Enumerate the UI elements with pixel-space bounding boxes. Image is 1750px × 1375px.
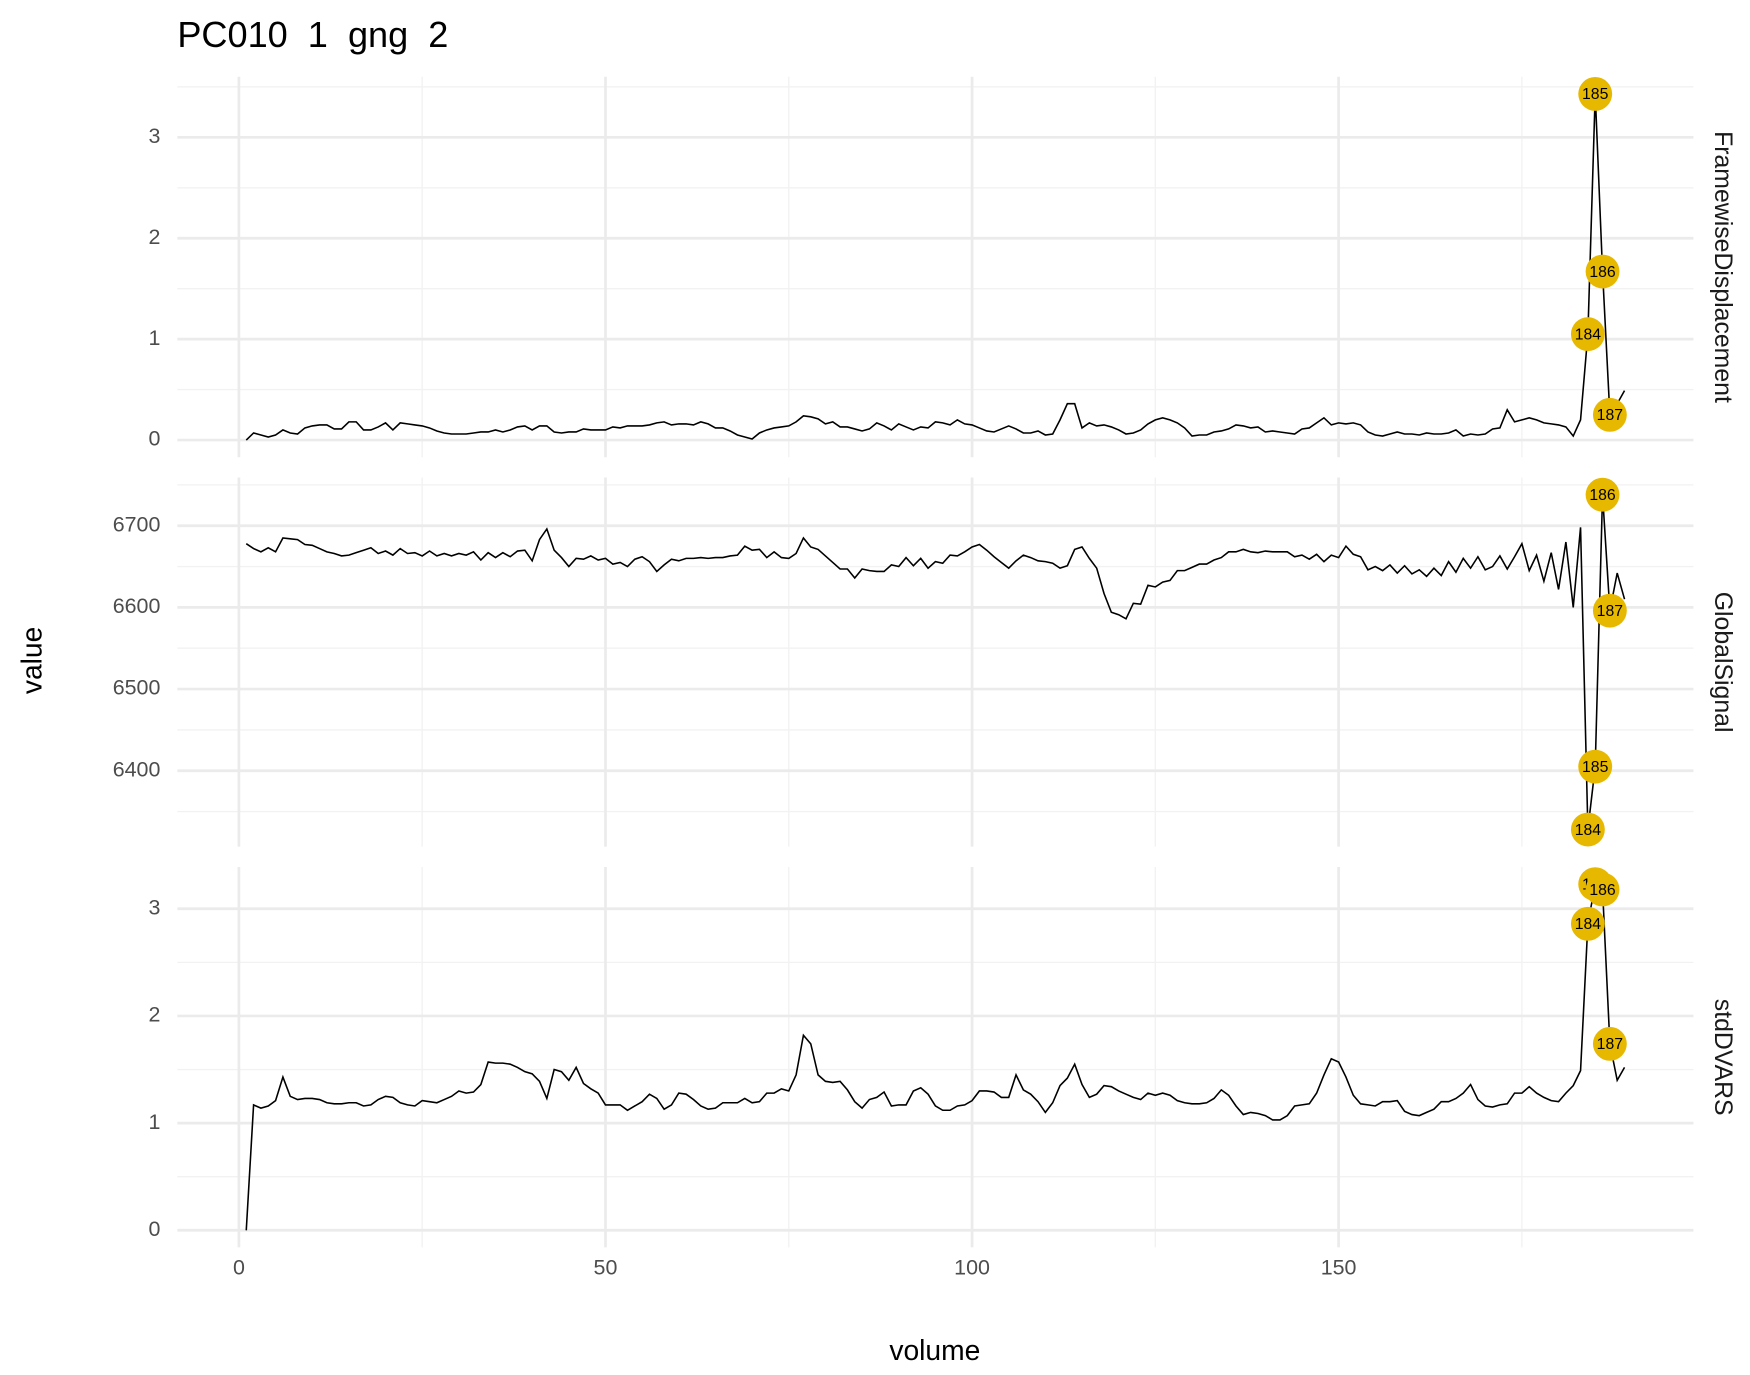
x-tick-label: 50 [594,1256,618,1280]
y-tick-label: 1 [148,1110,160,1134]
y-tick-label: 6400 [113,757,161,781]
highlight-point [1592,593,1627,628]
strip-label: FramewiseDisplacement [1709,131,1736,403]
highlight-point [1578,749,1613,784]
point-label: 185 [1582,86,1609,103]
x-tick-label: 150 [1321,1256,1357,1280]
highlight-point [1585,254,1620,289]
series-line [245,93,1626,441]
highlight-point [1592,397,1627,432]
y-tick-label: 3 [148,124,160,148]
point-label: 187 [1597,603,1623,620]
highlight-point [1570,317,1605,352]
highlight-point [1585,477,1620,512]
y-tick-label: 6700 [113,512,161,536]
highlight-point [1585,872,1620,907]
point-label: 185 [1582,759,1609,776]
chart-title: PC010 1 gng 2 [177,14,448,55]
y-tick-label: 2 [148,225,160,249]
y-tick-label: 2 [148,1003,160,1027]
point-label: 186 [1589,487,1616,504]
highlight-point [1570,906,1605,941]
point-label: 187 [1597,407,1623,424]
highlight-point [1592,1026,1627,1061]
highlight-point [1578,76,1613,111]
point-label: 187 [1597,1036,1623,1053]
point-label: 186 [1589,264,1616,281]
y-tick-label: 3 [148,895,160,919]
point-label: 184 [1575,326,1602,343]
x-tick-label: 0 [233,1256,245,1280]
x-axis-title: volume [889,1334,980,1366]
y-axis-title: value [15,627,47,694]
y-tick-label: 6500 [113,676,161,700]
y-tick-label: 0 [148,427,160,451]
point-label: 184 [1575,822,1602,839]
y-tick-label: 0 [148,1217,160,1241]
series-line [245,494,1626,830]
highlight-point [1570,812,1605,847]
y-tick-label: 1 [148,326,160,350]
strip-label: GlobalSignal [1709,592,1736,733]
x-tick-label: 100 [954,1256,990,1280]
point-label: 186 [1589,882,1616,899]
series-line [245,882,1626,1231]
point-label: 184 [1575,916,1602,933]
y-tick-label: 6600 [113,594,161,618]
strip-label: stdDVARS [1709,999,1736,1116]
